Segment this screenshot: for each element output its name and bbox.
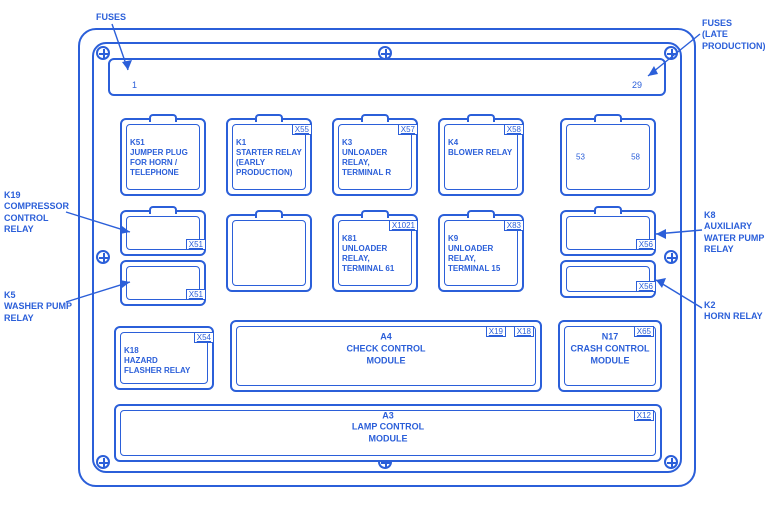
relay-k3: X57 K3 UNLOADER RELAY, TERMINAL R	[332, 118, 418, 196]
screw-icon	[96, 46, 110, 60]
relay-k18: X54 K18 HAZARD FLASHER RELAY	[114, 326, 214, 390]
relay-k19-slot-top: X51	[120, 210, 206, 256]
relay-k8-slot: X56	[560, 210, 656, 256]
screw-icon	[664, 250, 678, 264]
callout-fuses: FUSES	[96, 12, 126, 23]
relay-k81: X1021 K81 UNLOADER RELAY, TERMINAL 61	[332, 214, 418, 292]
relay-blank-22	[226, 214, 312, 292]
module-n17: X65 N17 CRASH CONTROL MODULE	[558, 320, 662, 392]
relay-k2-slot: X56	[560, 260, 656, 298]
screw-icon	[96, 250, 110, 264]
relay-k4: X58 K4 BLOWER RELAY	[438, 118, 524, 196]
callout-k8: K8 AUXILIARY WATER PUMP RELAY	[704, 210, 764, 255]
callout-k5: K5 WASHER PUMP RELAY	[4, 290, 72, 324]
relay-k1: X55 K1 STARTER RELAY (EARLY PRODUCTION)	[226, 118, 312, 196]
module-a3: X12 A3 LAMP CONTROL MODULE	[114, 404, 662, 462]
fuse-num-right: 29	[632, 80, 642, 90]
callout-k19: K19 COMPRESSOR CONTROL RELAY	[4, 190, 69, 235]
relay-num: 58	[631, 153, 640, 162]
fuse-num-left: 1	[132, 80, 137, 90]
screw-icon	[664, 455, 678, 469]
relay-top-right: 53 58	[560, 118, 656, 196]
screw-icon	[664, 46, 678, 60]
callout-k2: K2 HORN RELAY	[704, 300, 763, 323]
screw-icon	[96, 455, 110, 469]
relay-num: 53	[576, 153, 585, 162]
relay-k9: X83 K9 UNLOADER RELAY, TERMINAL 15	[438, 214, 524, 292]
relay-k51: K51 JUMPER PLUG FOR HORN / TELEPHONE	[120, 118, 206, 196]
relay-k5-slot-bottom: X51	[120, 260, 206, 306]
callout-fuses-late: FUSES (LATE PRODUCTION)	[702, 18, 766, 52]
fuse-bar: 1 29	[108, 58, 666, 96]
module-a4: X18 X19 A4 CHECK CONTROL MODULE	[230, 320, 542, 392]
